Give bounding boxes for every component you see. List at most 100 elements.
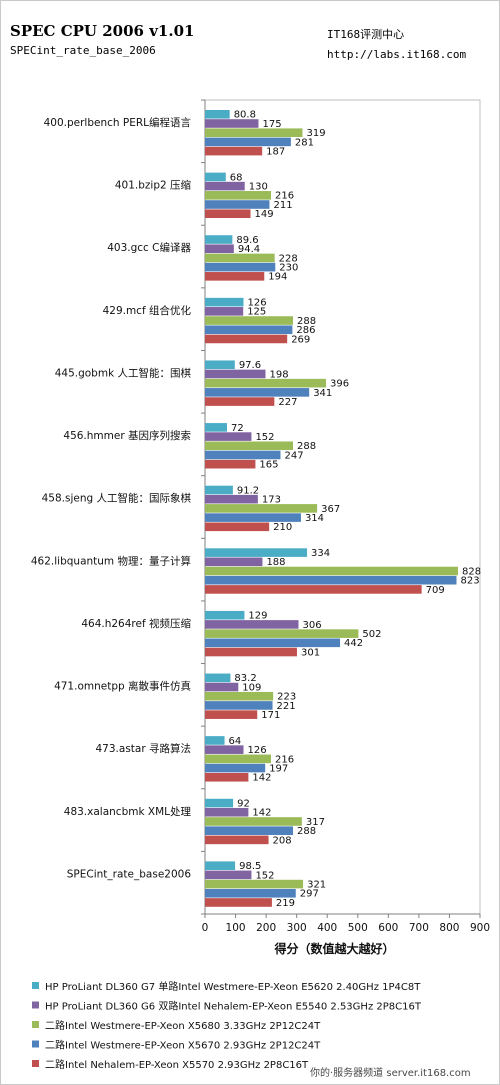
data-label: 230 xyxy=(279,263,298,274)
chart-title: SPEC CPU 2006 v1.01 xyxy=(10,22,195,40)
bar xyxy=(205,504,318,513)
data-label: 149 xyxy=(255,209,274,220)
bar xyxy=(205,485,233,495)
x-tick-label: 800 xyxy=(439,922,459,934)
watermark-text: 你的·服务器频道 server.it168.com xyxy=(310,1068,471,1079)
x-tick-label: 900 xyxy=(470,922,490,934)
bar xyxy=(205,146,263,156)
data-label: 126 xyxy=(248,298,267,309)
bar xyxy=(205,316,293,325)
bar xyxy=(205,360,235,370)
data-label: 210 xyxy=(273,522,292,533)
bar xyxy=(205,745,244,754)
data-label: 223 xyxy=(277,692,296,703)
bar xyxy=(205,798,234,808)
category-label: 403.gcc C编译器 xyxy=(107,241,191,254)
data-label: 125 xyxy=(247,307,266,318)
data-label: 442 xyxy=(344,638,363,649)
x-tick-label: 500 xyxy=(348,922,368,934)
bar xyxy=(205,307,244,316)
legend-entry: 二路Intel Nehalem-EP-Xeon X5570 2.93GHz 2P… xyxy=(45,1058,309,1071)
x-tick-label: 200 xyxy=(256,922,276,934)
bar xyxy=(205,388,310,397)
category-label: 464.h264ref 视频压缩 xyxy=(81,617,191,630)
legend-swatch xyxy=(32,1040,39,1048)
data-label: 314 xyxy=(305,513,324,524)
data-label: 130 xyxy=(249,182,268,193)
bar xyxy=(205,826,293,835)
data-label: 281 xyxy=(295,137,314,148)
bar xyxy=(205,763,266,773)
bar xyxy=(205,807,249,817)
data-label: 171 xyxy=(261,710,280,721)
data-label: 97.6 xyxy=(239,360,261,371)
bar xyxy=(205,191,271,200)
category-label: 462.libquantum 物理：量子计算 xyxy=(31,554,191,567)
data-label: 173 xyxy=(262,495,281,506)
bar xyxy=(205,441,293,451)
data-label: 228 xyxy=(279,253,298,264)
data-label: 197 xyxy=(269,763,288,774)
data-label: 221 xyxy=(277,701,296,712)
data-label: 269 xyxy=(291,334,310,345)
x-tick-label: 0 xyxy=(202,922,209,934)
bar xyxy=(205,736,225,745)
bar xyxy=(205,378,326,388)
data-label: 306 xyxy=(303,620,322,631)
bar xyxy=(205,513,301,522)
bar xyxy=(205,888,296,898)
data-label: 187 xyxy=(266,147,285,158)
x-tick-label: 600 xyxy=(378,922,398,934)
bar xyxy=(205,397,275,406)
bar xyxy=(205,898,272,907)
bar xyxy=(205,835,269,845)
bar xyxy=(205,172,226,182)
data-label: 129 xyxy=(248,611,267,622)
chart-legend: HP ProLiant DL360 G7 单路Intel Westmere-EP… xyxy=(32,980,422,1071)
data-label: 175 xyxy=(262,119,281,130)
data-label: 219 xyxy=(276,898,295,909)
data-label: 68 xyxy=(230,172,243,183)
bar xyxy=(205,459,256,469)
data-label: 109 xyxy=(242,682,261,693)
bar xyxy=(205,701,273,710)
bar xyxy=(205,235,233,244)
bar xyxy=(205,772,249,782)
data-label: 64 xyxy=(229,736,242,747)
bar xyxy=(205,522,270,532)
bar xyxy=(205,548,308,557)
data-label: 317 xyxy=(306,817,325,828)
bar xyxy=(205,181,245,191)
bar xyxy=(205,754,271,764)
legend-entry: 二路Intel Westmere-EP-Xeon X5670 2.93GHz 2… xyxy=(45,1039,321,1052)
data-label: 823 xyxy=(460,576,479,587)
plot-area: 0 100 200 300 400 500 600 700 800 900 得分（数值越大越好） 40… xyxy=(31,99,490,956)
data-label: 72 xyxy=(231,423,244,434)
bar xyxy=(205,620,299,629)
bar xyxy=(205,272,265,281)
data-label: 142 xyxy=(252,808,271,819)
legend-swatch xyxy=(32,982,39,989)
bar xyxy=(205,253,275,263)
category-label: 473.astar 寻路算法 xyxy=(96,742,192,755)
bar xyxy=(205,494,258,504)
data-label: 709 xyxy=(426,585,445,596)
bar xyxy=(205,262,276,272)
x-tick-label: 100 xyxy=(226,922,246,934)
category-label: 458.sjeng 人工智能：国际象棋 xyxy=(42,492,192,505)
bar xyxy=(205,629,359,638)
chart-subtitle: SPECint_rate_base_2006 xyxy=(10,44,156,57)
bar xyxy=(205,610,245,620)
bar xyxy=(205,432,252,441)
x-tick-label: 300 xyxy=(287,922,307,934)
bar xyxy=(205,244,234,254)
data-label: 98.5 xyxy=(239,861,261,872)
data-label: 152 xyxy=(255,432,274,443)
data-label: 341 xyxy=(313,388,332,399)
bar xyxy=(205,297,244,307)
site-url: http://labs.it168.com xyxy=(327,48,467,61)
bar xyxy=(205,870,252,880)
data-label: 198 xyxy=(270,369,289,380)
category-label: SPECint_rate_base2006 xyxy=(67,868,192,880)
